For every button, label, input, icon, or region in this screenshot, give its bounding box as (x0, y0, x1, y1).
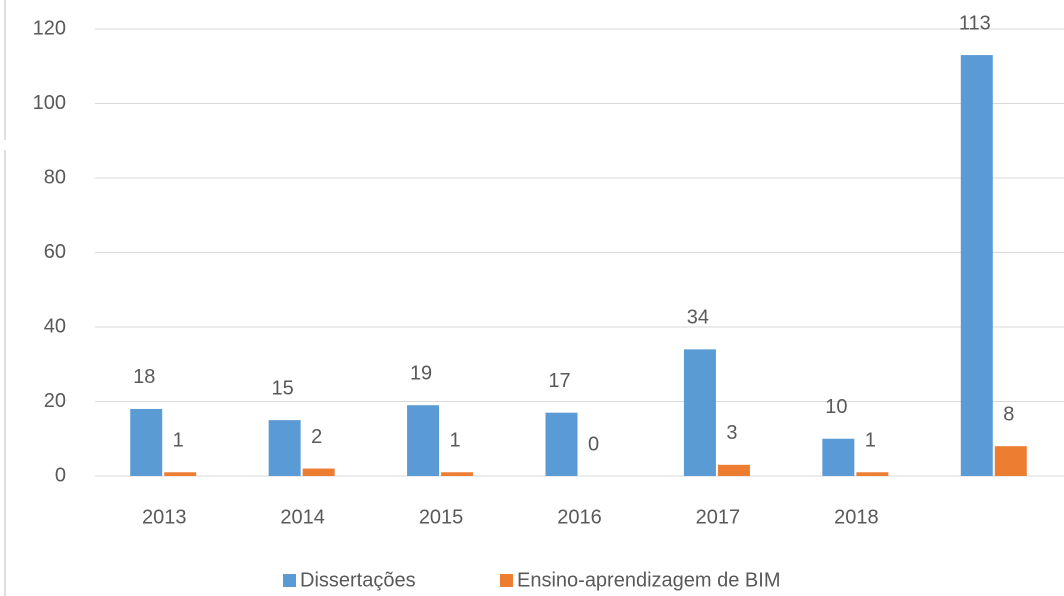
y-tick-label: 0 (55, 464, 66, 486)
data-label: 8 (1003, 403, 1014, 425)
legend-swatch (500, 574, 513, 587)
x-tick-label: 2015 (419, 506, 464, 528)
data-label: 1 (173, 430, 184, 452)
bar (994, 446, 1027, 476)
y-tick-label: 60 (44, 241, 66, 263)
bar (407, 405, 440, 476)
data-label: 15 (272, 377, 294, 399)
data-label: 1 (865, 430, 876, 452)
x-tick-label: 2017 (696, 506, 741, 528)
bar (268, 420, 301, 476)
y-tick-label: 20 (44, 390, 66, 412)
legend-label: Dissertações (300, 569, 416, 591)
data-label: 1 (450, 430, 461, 452)
legend-label: Ensino-aprendizagem de BIM (517, 569, 780, 591)
bar (683, 349, 716, 476)
data-label: 3 (726, 422, 737, 444)
bar (960, 55, 993, 476)
bar (164, 472, 197, 476)
data-label: 18 (133, 366, 155, 388)
bar (441, 472, 474, 476)
x-tick-label: 2018 (834, 506, 879, 528)
data-label: 19 (410, 363, 432, 385)
bar (717, 464, 750, 476)
data-label: 0 (588, 433, 599, 455)
data-label: 113 (959, 12, 991, 34)
y-tick-label: 80 (44, 166, 66, 188)
data-label: 2 (311, 426, 322, 448)
bar (822, 438, 855, 476)
x-tick-label: 2013 (142, 506, 187, 528)
y-tick-label: 100 (33, 92, 66, 114)
x-tick-label: 2016 (557, 506, 602, 528)
data-label: 17 (548, 370, 570, 392)
legend-swatch (283, 574, 296, 587)
y-tick-label: 40 (44, 315, 66, 337)
y-tick-label: 120 (33, 17, 66, 39)
data-label: 10 (825, 396, 847, 418)
bar (856, 472, 889, 476)
data-label: 34 (687, 307, 709, 329)
bar (545, 412, 578, 476)
bar (302, 468, 335, 476)
x-tick-label: 2014 (280, 506, 325, 528)
bar (130, 408, 163, 476)
